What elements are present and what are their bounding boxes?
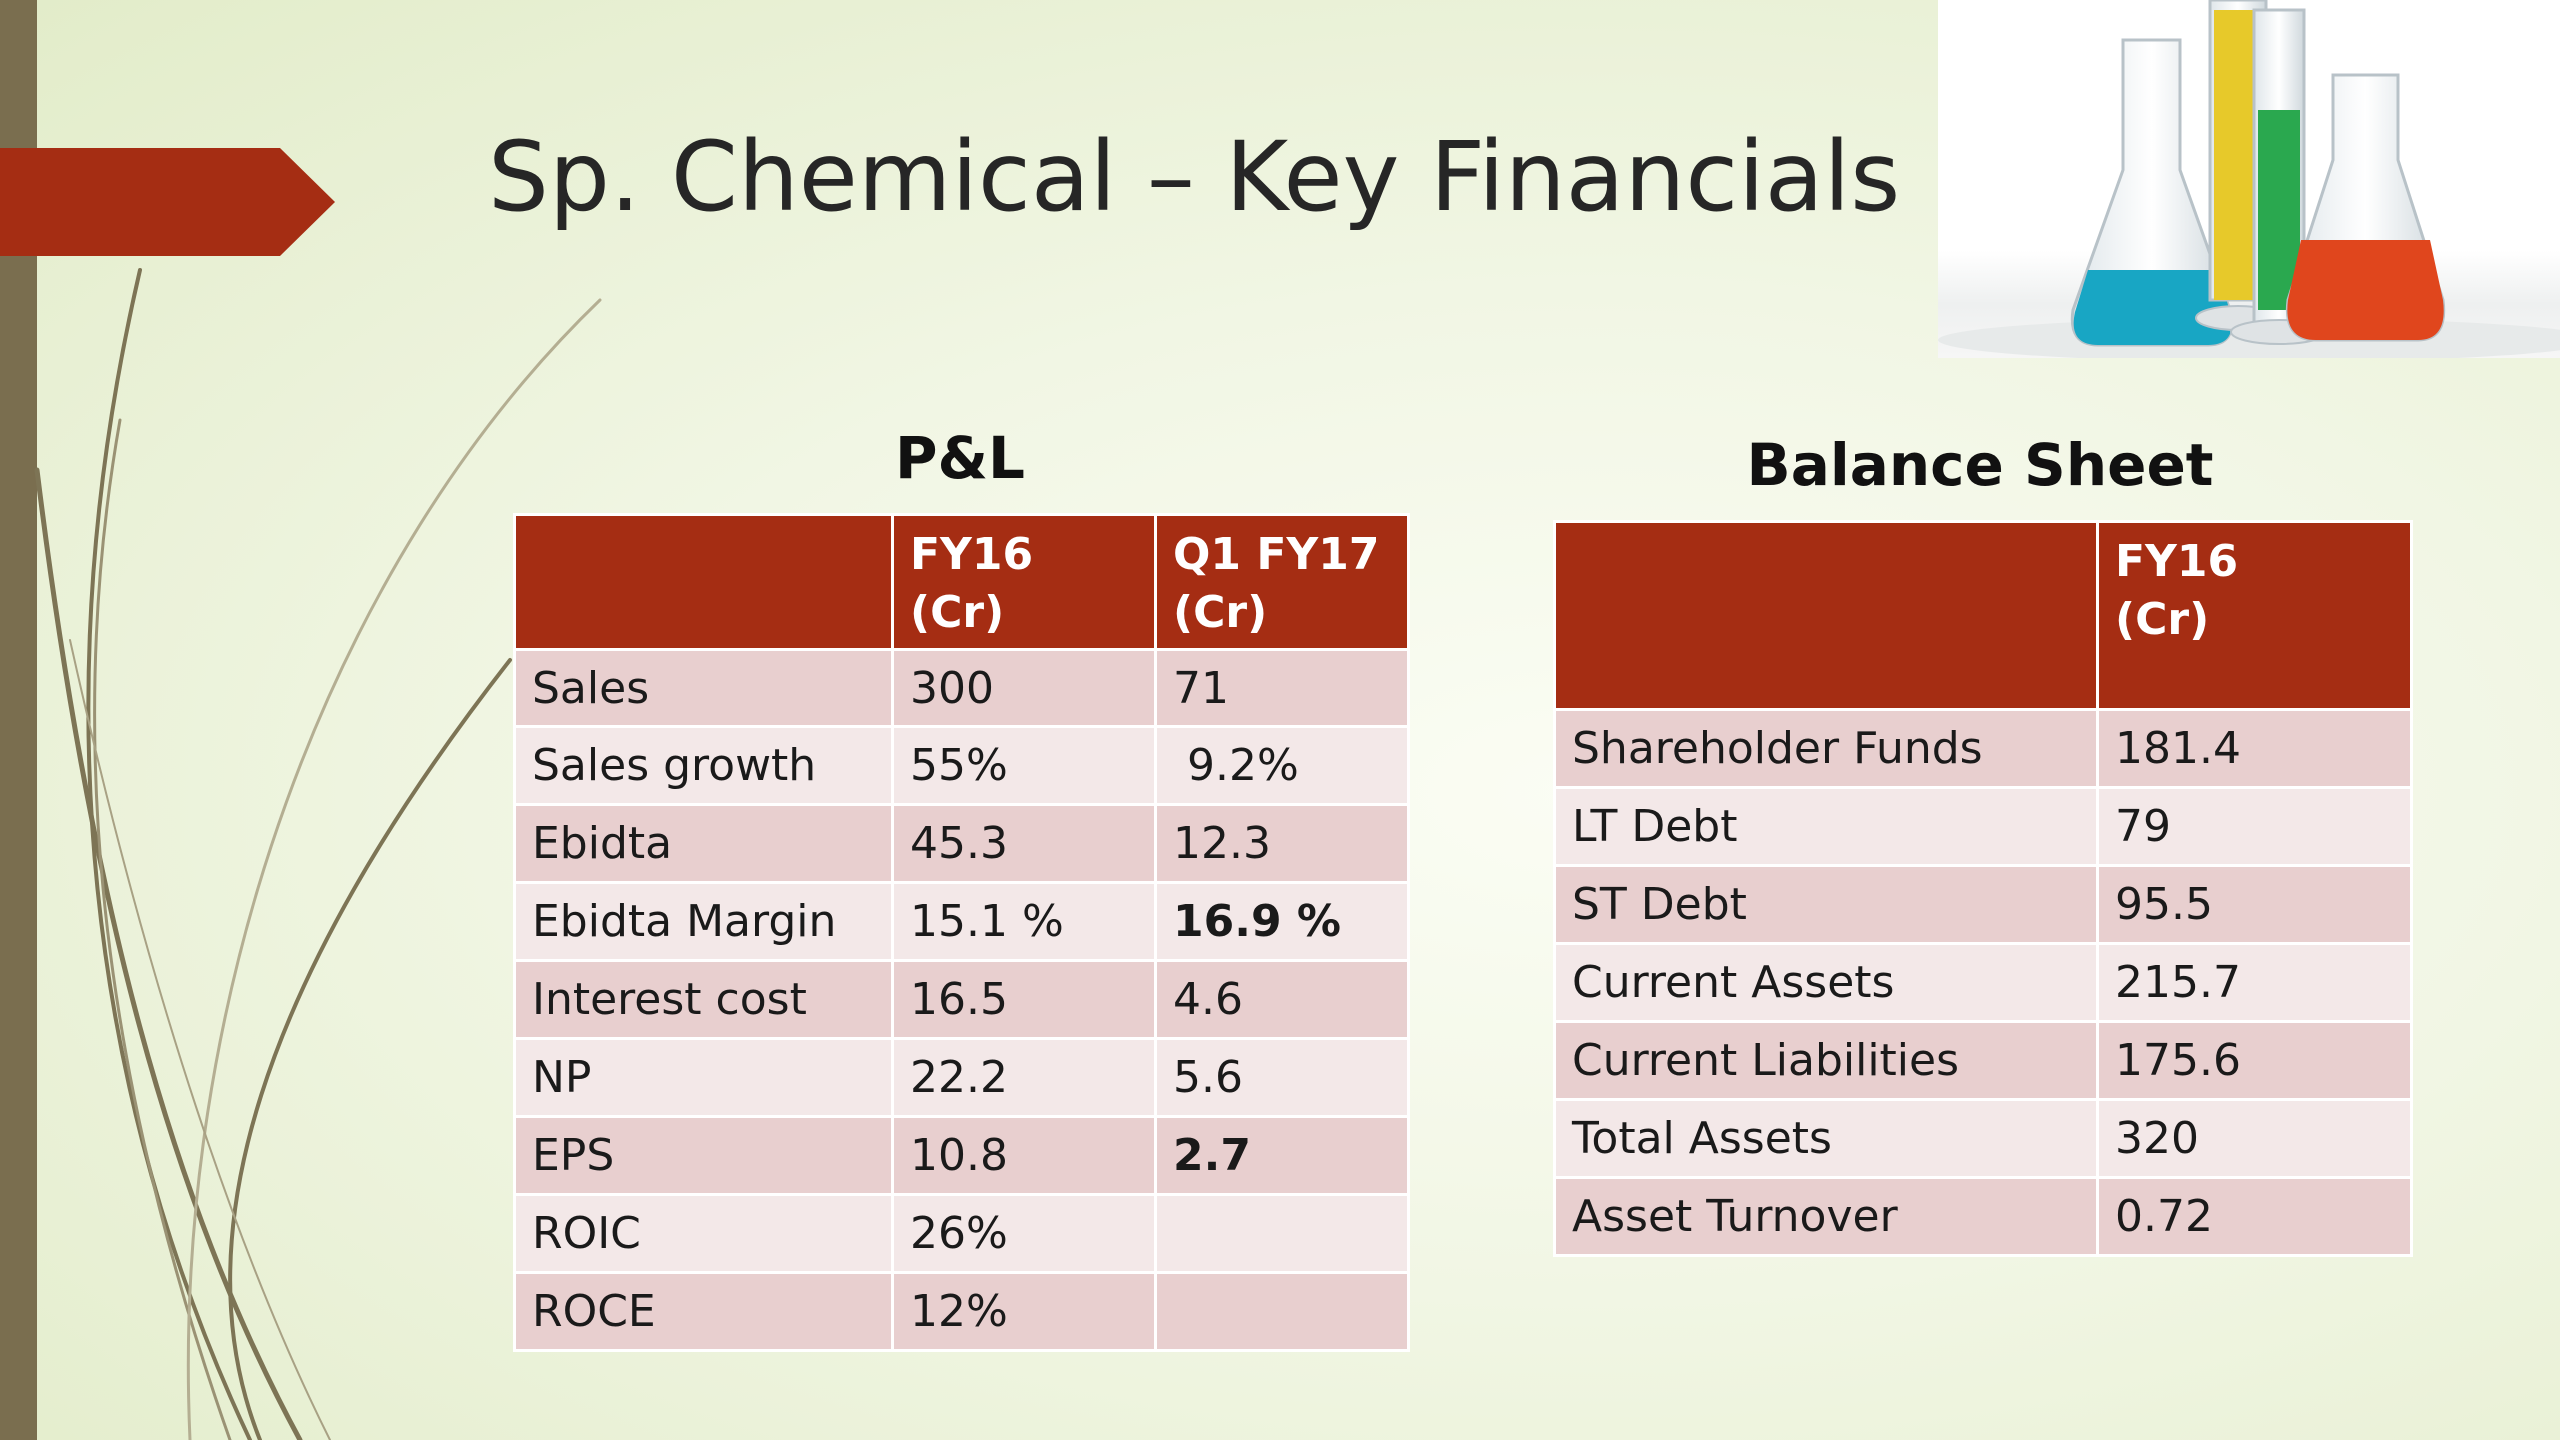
bs-header-row: FY16 (Cr) <box>1553 520 2413 711</box>
pl-header-empty <box>513 513 894 651</box>
table-row: Current Liabilities 175.6 <box>1553 1020 2413 1101</box>
table-row: Interest cost 16.5 4.6 <box>513 959 1410 1040</box>
table-row: Asset Turnover 0.72 <box>1553 1176 2413 1257</box>
fy16-value: 320 <box>2096 1098 2413 1179</box>
pl-header-fy16: FY16 (Cr) <box>891 513 1157 651</box>
lab-glassware-photo <box>1938 0 2560 358</box>
row-label: Ebidta Margin <box>513 881 894 962</box>
table-row: Ebidta Margin 15.1 % 16.9 % <box>513 881 1410 962</box>
row-label: Shareholder Funds <box>1553 708 2099 789</box>
q1fy17-value: 12.3 <box>1154 803 1410 884</box>
q1fy17-value: 9.2% <box>1154 725 1410 806</box>
row-label: Total Assets <box>1553 1098 2099 1179</box>
q1fy17-value <box>1154 1193 1410 1274</box>
fy16-value: 181.4 <box>2096 708 2413 789</box>
row-label: Asset Turnover <box>1553 1176 2099 1257</box>
fy16-value: 0.72 <box>2096 1176 2413 1257</box>
fy16-value: 55% <box>891 725 1157 806</box>
fy16-value: 15.1 % <box>891 881 1157 962</box>
row-label: ST Debt <box>1553 864 2099 945</box>
pl-header-q1fy17: Q1 FY17 (Cr) <box>1154 513 1410 651</box>
table-row: Current Assets 215.7 <box>1553 942 2413 1023</box>
table-row: Ebidta 45.3 12.3 <box>513 803 1410 884</box>
fy16-value: 16.5 <box>891 959 1157 1040</box>
q1fy17-value <box>1154 1271 1410 1352</box>
row-label: ROCE <box>513 1271 894 1352</box>
q1fy17-value: 16.9 % <box>1154 881 1410 962</box>
fy16-value: 12% <box>891 1271 1157 1352</box>
pl-header-row: FY16 (Cr) Q1 FY17 (Cr) <box>513 513 1410 651</box>
fy16-value: 45.3 <box>891 803 1157 884</box>
fy16-value: 175.6 <box>2096 1020 2413 1101</box>
q1fy17-value: 5.6 <box>1154 1037 1410 1118</box>
balance-sheet-heading: Balance Sheet <box>1746 431 2214 499</box>
table-row: EPS 10.8 2.7 <box>513 1115 1410 1196</box>
title-accent-arrow <box>0 148 335 256</box>
balance-sheet-table: FY16 (Cr) Shareholder Funds 181.4 LT Debt… <box>1553 520 2413 1257</box>
fy16-value: 300 <box>891 648 1157 728</box>
bs-header-fy16: FY16 (Cr) <box>2096 520 2413 711</box>
row-label: NP <box>513 1037 894 1118</box>
row-label: LT Debt <box>1553 786 2099 867</box>
row-label: Interest cost <box>513 959 894 1040</box>
q1fy17-value: 71 <box>1154 648 1410 728</box>
row-label: Current Liabilities <box>1553 1020 2099 1101</box>
row-label: Sales <box>513 648 894 728</box>
row-label: Ebidta <box>513 803 894 884</box>
table-row: Sales growth 55% 9.2% <box>513 725 1410 806</box>
row-label: Current Assets <box>1553 942 2099 1023</box>
row-label: ROIC <box>513 1193 894 1274</box>
table-row: ROIC 26% <box>513 1193 1410 1274</box>
fy16-value: 95.5 <box>2096 864 2413 945</box>
table-row: Sales 300 71 <box>513 648 1410 728</box>
row-label: Sales growth <box>513 725 894 806</box>
pl-heading: P&L <box>894 424 1026 492</box>
slide-title: Sp. Chemical – Key Financials <box>488 121 1901 233</box>
table-row: ST Debt 95.5 <box>1553 864 2413 945</box>
q1fy17-value: 2.7 <box>1154 1115 1410 1196</box>
fy16-value: 215.7 <box>2096 942 2413 1023</box>
fy16-value: 10.8 <box>891 1115 1157 1196</box>
row-label: EPS <box>513 1115 894 1196</box>
bs-header-empty <box>1553 520 2099 711</box>
table-row: Total Assets 320 <box>1553 1098 2413 1179</box>
pl-table: FY16 (Cr) Q1 FY17 (Cr) Sales 300 71 Sales … <box>513 513 1410 1352</box>
table-row: Shareholder Funds 181.4 <box>1553 708 2413 789</box>
fy16-value: 79 <box>2096 786 2413 867</box>
table-row: NP 22.2 5.6 <box>513 1037 1410 1118</box>
beakers-illustration <box>1938 0 2560 358</box>
table-row: ROCE 12% <box>513 1271 1410 1352</box>
fy16-value: 22.2 <box>891 1037 1157 1118</box>
table-row: LT Debt 79 <box>1553 786 2413 867</box>
fy16-value: 26% <box>891 1193 1157 1274</box>
q1fy17-value: 4.6 <box>1154 959 1410 1040</box>
